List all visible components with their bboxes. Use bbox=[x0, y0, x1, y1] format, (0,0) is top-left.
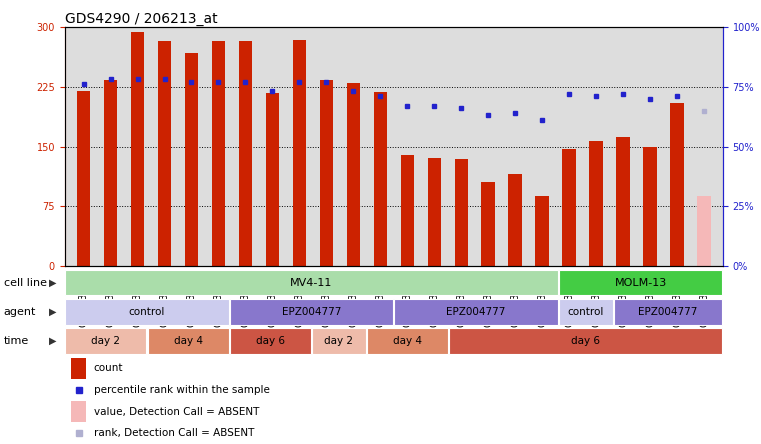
Text: cell line: cell line bbox=[4, 278, 47, 288]
Bar bbox=[103, 80, 117, 266]
Bar bbox=[239, 41, 252, 266]
Bar bbox=[482, 182, 495, 266]
Bar bbox=[72, 401, 86, 422]
Text: ▶: ▶ bbox=[49, 336, 56, 346]
Bar bbox=[230, 329, 311, 354]
Text: EPZ004777: EPZ004777 bbox=[447, 307, 506, 317]
Bar bbox=[65, 270, 558, 295]
Text: GDS4290 / 206213_at: GDS4290 / 206213_at bbox=[65, 12, 218, 26]
Text: day 6: day 6 bbox=[572, 336, 600, 346]
Bar bbox=[346, 83, 360, 266]
Bar bbox=[374, 92, 387, 266]
Bar bbox=[266, 93, 279, 266]
Text: percentile rank within the sample: percentile rank within the sample bbox=[94, 385, 269, 395]
Text: ▶: ▶ bbox=[49, 307, 56, 317]
Bar bbox=[559, 299, 613, 325]
Bar bbox=[428, 158, 441, 266]
Bar bbox=[148, 329, 229, 354]
Text: day 2: day 2 bbox=[324, 336, 353, 346]
Text: EPZ004777: EPZ004777 bbox=[282, 307, 341, 317]
Bar bbox=[559, 270, 722, 295]
Bar bbox=[562, 149, 576, 266]
Bar bbox=[131, 32, 145, 266]
Bar bbox=[293, 40, 306, 266]
Text: agent: agent bbox=[4, 307, 37, 317]
Text: ▶: ▶ bbox=[49, 278, 56, 288]
Bar bbox=[230, 299, 393, 325]
Bar bbox=[212, 41, 225, 266]
Text: MOLM-13: MOLM-13 bbox=[615, 278, 667, 288]
Bar bbox=[643, 147, 657, 266]
Text: day 4: day 4 bbox=[393, 336, 422, 346]
Text: day 4: day 4 bbox=[174, 336, 202, 346]
Text: rank, Detection Call = ABSENT: rank, Detection Call = ABSENT bbox=[94, 428, 254, 438]
Text: day 2: day 2 bbox=[91, 336, 120, 346]
Text: day 6: day 6 bbox=[256, 336, 285, 346]
Bar bbox=[508, 174, 522, 266]
Bar bbox=[536, 196, 549, 266]
Text: MV4-11: MV4-11 bbox=[291, 278, 333, 288]
Bar bbox=[614, 299, 722, 325]
Bar bbox=[65, 299, 229, 325]
Bar bbox=[65, 329, 146, 354]
Bar bbox=[77, 91, 91, 266]
Text: control: control bbox=[129, 307, 165, 317]
Bar bbox=[400, 155, 414, 266]
Text: time: time bbox=[4, 336, 29, 346]
Bar bbox=[320, 80, 333, 266]
Bar bbox=[72, 358, 86, 379]
Bar bbox=[449, 329, 722, 354]
Bar bbox=[590, 141, 603, 266]
Bar bbox=[367, 329, 448, 354]
Text: count: count bbox=[94, 363, 123, 373]
Bar bbox=[670, 103, 684, 266]
Text: control: control bbox=[568, 307, 604, 317]
Bar bbox=[158, 41, 171, 266]
Bar bbox=[394, 299, 558, 325]
Bar bbox=[616, 137, 630, 266]
Bar bbox=[312, 329, 366, 354]
Text: value, Detection Call = ABSENT: value, Detection Call = ABSENT bbox=[94, 407, 259, 416]
Text: EPZ004777: EPZ004777 bbox=[638, 307, 698, 317]
Bar bbox=[454, 159, 468, 266]
Bar bbox=[185, 53, 198, 266]
Bar bbox=[697, 196, 711, 266]
